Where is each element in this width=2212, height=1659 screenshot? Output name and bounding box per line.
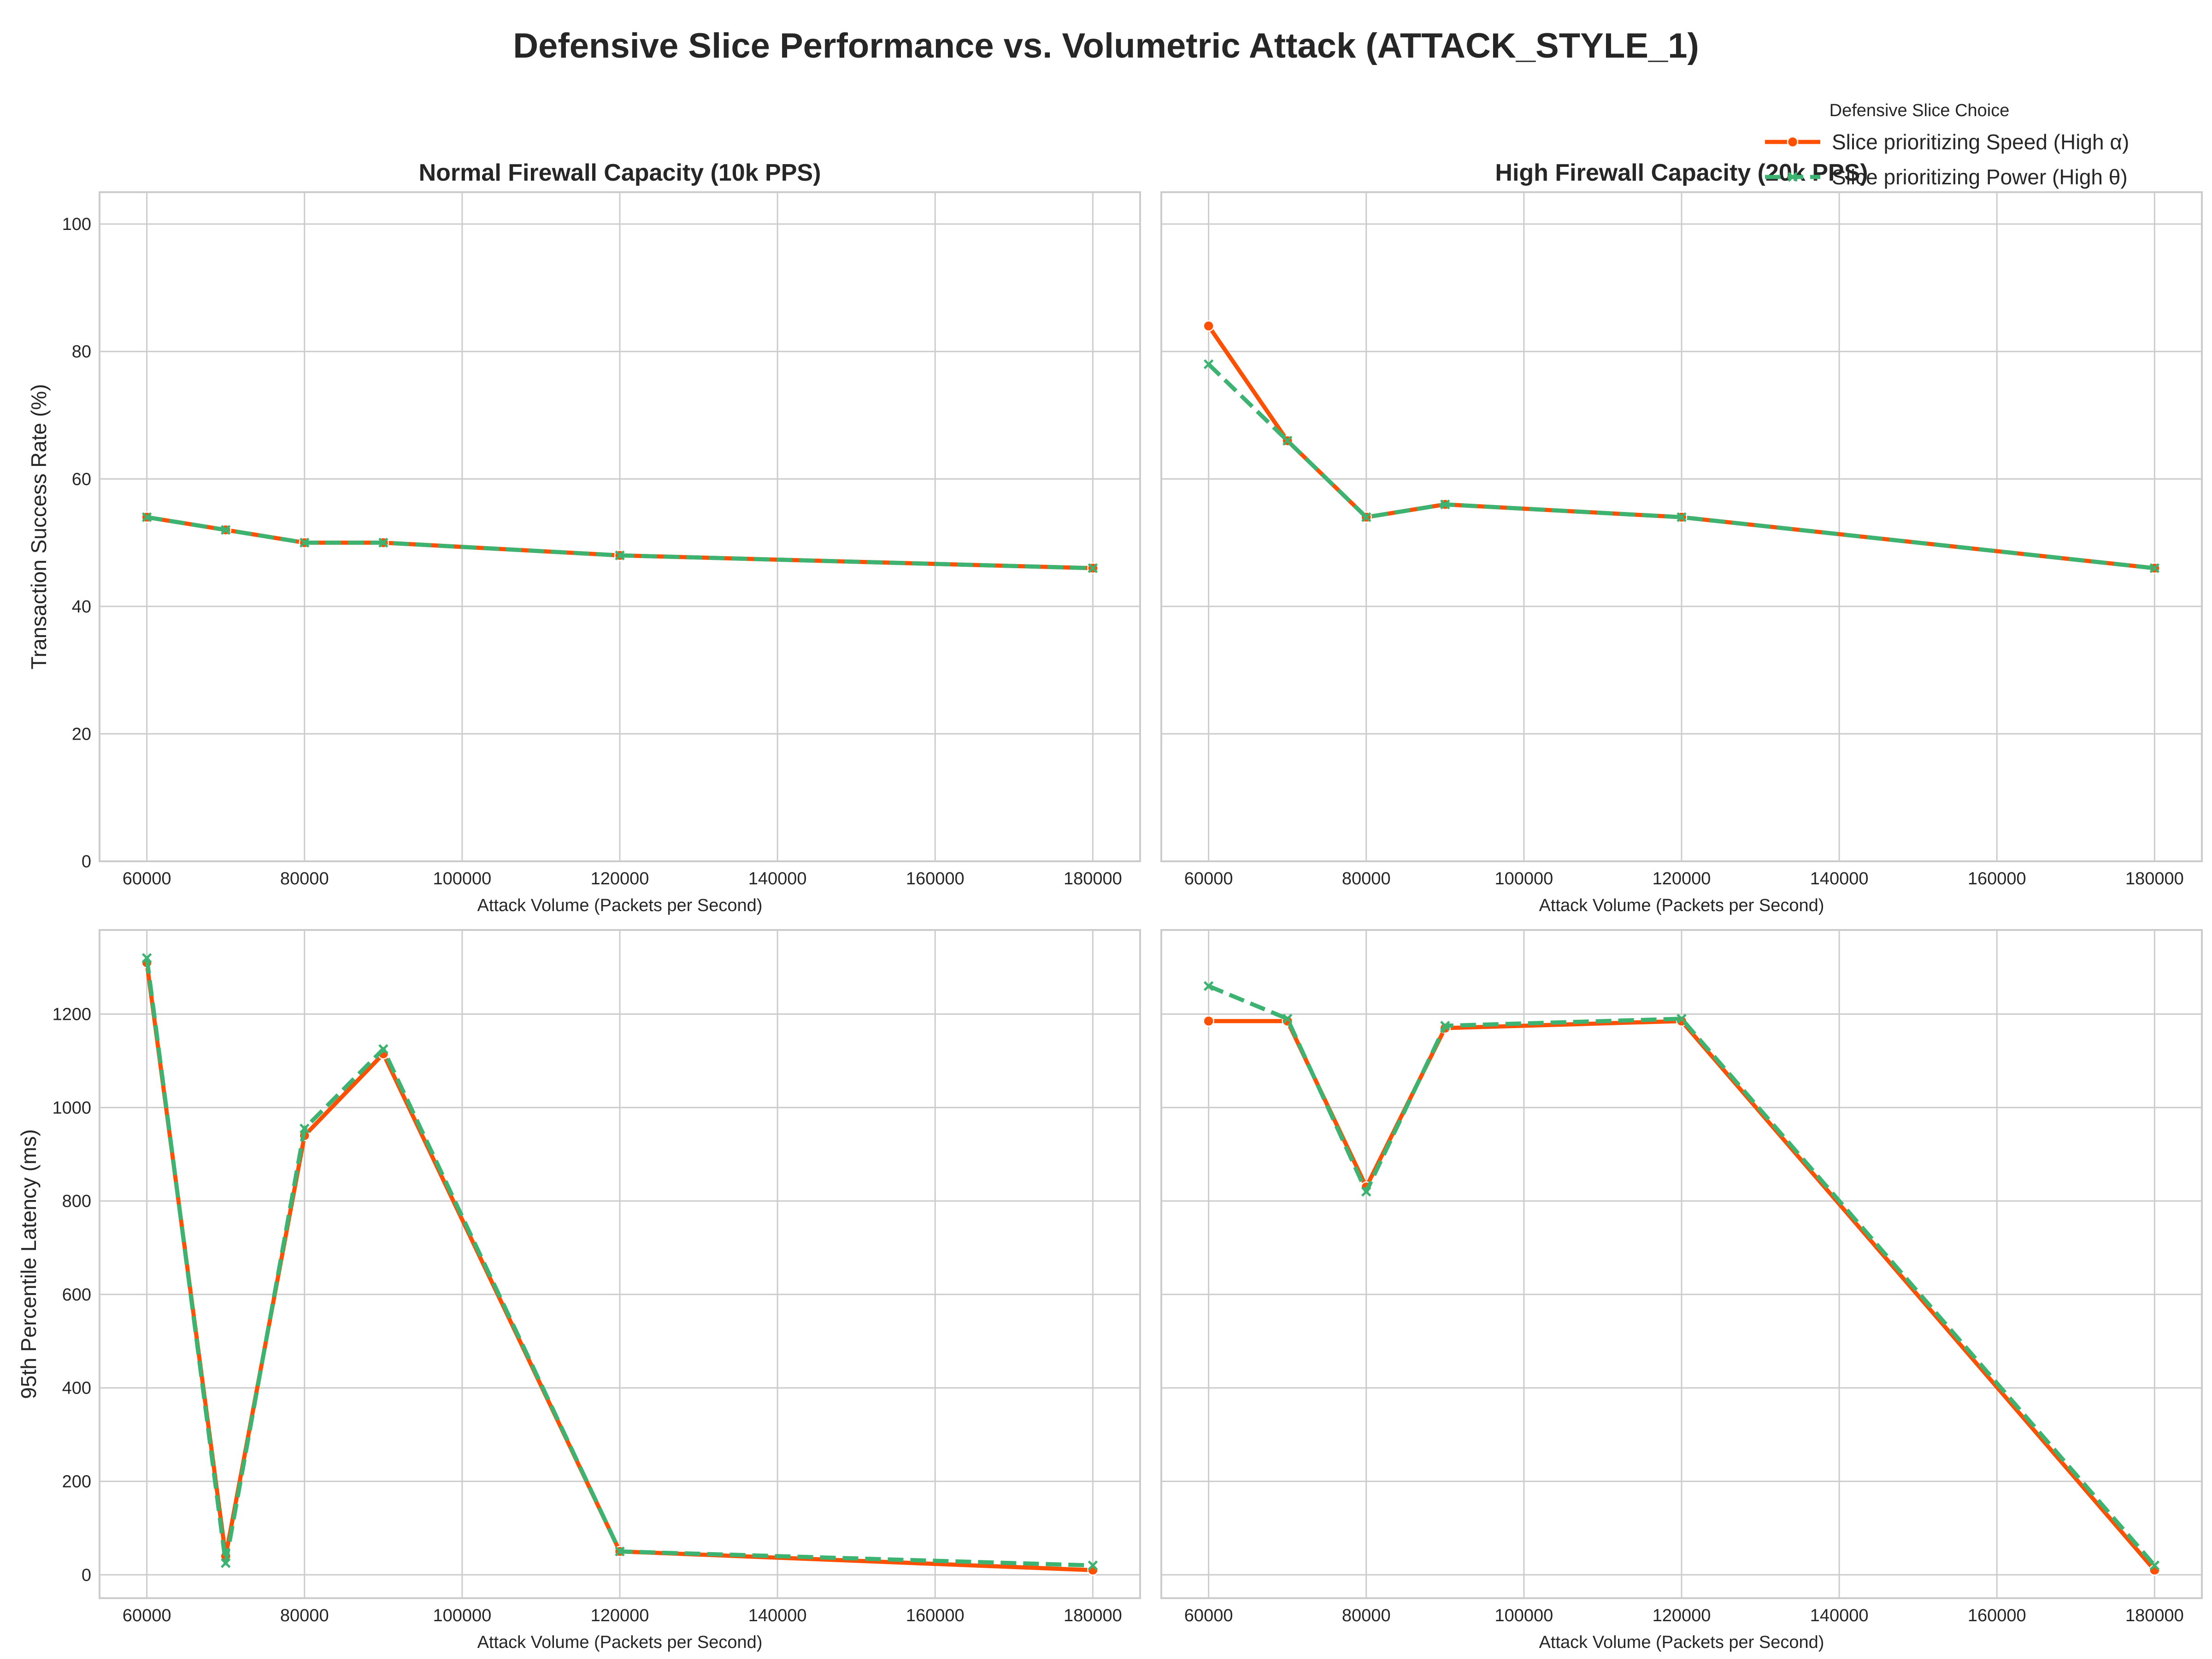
y-tick-label: 1200 (52, 1005, 91, 1024)
x-tick-label: 120000 (1653, 869, 1711, 888)
marker-power (378, 1044, 388, 1054)
x-tick-label: 180000 (1064, 1606, 1122, 1625)
y-tick-label: 600 (62, 1285, 91, 1305)
y-tick-label: 200 (62, 1472, 91, 1492)
marker-power (1203, 981, 1214, 991)
x-tick-label: 60000 (1184, 1606, 1233, 1625)
y-tick-label: 60 (72, 470, 91, 489)
x-tick-label: 160000 (906, 869, 965, 888)
legend-label: Slice prioritizing Speed (High α) (1832, 130, 2129, 154)
x-tick-label: 180000 (1064, 869, 1122, 888)
x-tick-label: 100000 (1494, 869, 1553, 888)
marker-power (1088, 1560, 1098, 1571)
x-tick-label: 140000 (748, 1606, 807, 1625)
panel-1: 60000 80000 100000 120000 140000 160000 180000… (27, 159, 1141, 915)
x-axis-label: Attack Volume (Packets per Second) (1539, 1633, 1824, 1652)
marker-power (1677, 512, 1687, 523)
marker-power (1361, 1187, 1371, 1197)
marker-power (1440, 499, 1450, 510)
marker-power (615, 550, 625, 560)
marker-power (2149, 1560, 2160, 1571)
legend-marker-speed (1787, 136, 1799, 148)
marker-power (2149, 563, 2160, 573)
panel-3: 60000 80000 100000 120000 140000 160000 180000… (17, 929, 1141, 1652)
y-tick-label: 20 (72, 724, 91, 744)
marker-power (378, 537, 388, 548)
panels: 60000 80000 100000 120000 140000 160000 180000… (17, 159, 2203, 1652)
y-tick-label: 1000 (52, 1098, 91, 1118)
plot-frame (1160, 929, 2203, 1599)
y-tick-label: 100 (62, 215, 91, 234)
x-tick-label: 120000 (591, 1606, 649, 1625)
marker-power (1203, 359, 1214, 370)
x-tick-label: 80000 (1342, 869, 1391, 888)
marker-power (141, 512, 152, 523)
x-tick-label: 80000 (280, 1606, 329, 1625)
x-tick-label: 160000 (1968, 869, 2026, 888)
x-axis-label: Attack Volume (Packets per Second) (1539, 896, 1824, 915)
x-tick-label: 140000 (748, 869, 807, 888)
panel-4: 60000 80000 100000 120000 140000 160000 180000… (1160, 929, 2203, 1652)
plot-frame (1160, 191, 2203, 862)
marker-power (615, 1546, 625, 1557)
x-tick-label: 140000 (1810, 1606, 1869, 1625)
x-axis-label: Attack Volume (Packets per Second) (477, 896, 763, 915)
x-tick-label: 100000 (1494, 1606, 1553, 1625)
marker-power (1282, 435, 1293, 446)
marker-power (141, 953, 152, 963)
x-tick-label: 140000 (1810, 869, 1869, 888)
x-tick-label: 100000 (433, 869, 491, 888)
y-tick-label: 0 (82, 852, 91, 871)
x-tick-label: 160000 (906, 1606, 965, 1625)
marker-power (220, 1558, 231, 1568)
y-tick-label: 400 (62, 1379, 91, 1398)
panel-2: 60000 80000 100000 120000 140000 160000 180000… (1160, 159, 2203, 915)
y-tick-label: 40 (72, 597, 91, 617)
marker-power (1088, 563, 1098, 573)
legend: Defensive Slice Choice Slice prioritizing… (1765, 101, 2129, 189)
plot-frame (99, 929, 1141, 1599)
plot-frame (99, 191, 1141, 862)
legend-title: Defensive Slice Choice (1830, 101, 2010, 120)
panel-title: High Firewall Capacity (20k PPS) (1495, 159, 1868, 186)
x-axis-label: Attack Volume (Packets per Second) (477, 1633, 763, 1652)
x-tick-label: 120000 (591, 869, 649, 888)
marker-power (1677, 1013, 1687, 1024)
marker-power (299, 537, 310, 548)
series-line-power (146, 515, 1093, 571)
marker-speed (1203, 320, 1214, 332)
x-tick-label: 100000 (433, 1606, 491, 1625)
marker-speed (1203, 1015, 1214, 1027)
marker-power (1282, 1013, 1293, 1024)
marker-power (1440, 1021, 1450, 1031)
y-axis-label: 95th Percentile Latency (ms) (17, 1129, 41, 1399)
series-line-power (1207, 984, 2156, 1567)
panel-title: Normal Firewall Capacity (10k PPS) (419, 159, 821, 186)
y-tick-label: 0 (82, 1565, 91, 1585)
marker-power (220, 525, 231, 535)
y-tick-label: 800 (62, 1192, 91, 1211)
x-tick-label: 120000 (1653, 1606, 1711, 1625)
series-line-power (1207, 363, 2155, 571)
x-tick-label: 80000 (280, 869, 329, 888)
series-line-power (145, 958, 1093, 1568)
legend-label: Slice prioritizing Power (High θ) (1832, 165, 2128, 189)
marker-power (1361, 512, 1371, 523)
chart-title: Defensive Slice Performance vs. Volumetr… (513, 26, 1699, 65)
x-tick-label: 60000 (1184, 869, 1233, 888)
legend-marker-power (1788, 172, 1798, 182)
x-tick-label: 180000 (2125, 869, 2184, 888)
y-tick-label: 80 (72, 342, 91, 362)
x-tick-label: 160000 (1968, 1606, 2026, 1625)
x-tick-label: 180000 (2125, 1606, 2184, 1625)
x-tick-label: 60000 (123, 869, 171, 888)
marker-power (299, 1124, 310, 1134)
y-axis-label: Transaction Success Rate (%) (27, 384, 51, 670)
x-tick-label: 80000 (1342, 1606, 1391, 1625)
x-tick-label: 60000 (123, 1606, 171, 1625)
